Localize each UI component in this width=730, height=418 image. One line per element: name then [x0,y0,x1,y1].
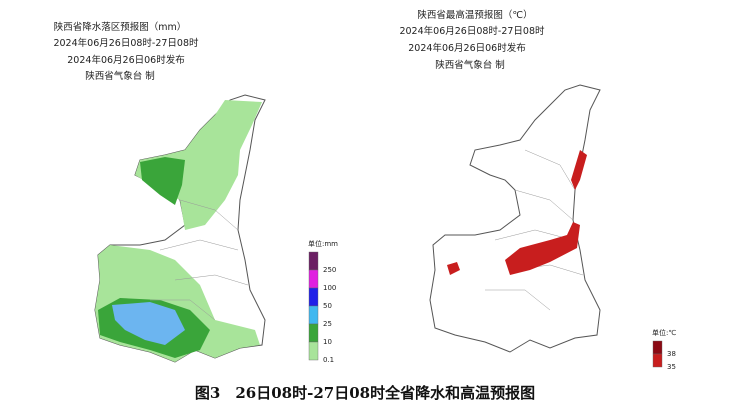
left-map [94,94,266,363]
right-legend: 单位:℃ 38 35 [652,328,676,371]
legend-swatch [308,269,319,289]
rain-area [135,100,262,230]
left-title: 陕西省降水落区预报图（mm） [54,21,187,33]
legend-swatch [652,340,663,355]
heat-area [571,150,587,190]
right-map [429,84,601,353]
right-period: 2024年06月26日08时-27日08时 [399,25,545,37]
legend-swatch [308,323,319,343]
province-outline [429,84,601,353]
legend-label: 35 [667,363,676,371]
right-title: 陕西省最高温预报图（℃） [417,9,532,21]
legend-label: 250 [323,266,336,274]
legend-label: 10 [323,338,332,346]
legend-label: 0.1 [323,356,334,364]
left-producer: 陕西省气象台 制 [85,70,155,82]
heat-area [447,262,460,275]
right-producer: 陕西省气象台 制 [435,59,505,71]
left-period: 2024年06月26日08时-27日08时 [53,37,199,49]
rain-area [140,157,185,205]
district-lines [150,199,249,321]
legend-swatch [308,305,319,325]
legend-label: 50 [323,302,332,310]
legend-unit: 单位:mm [308,239,338,248]
district-lines [485,149,584,311]
caption: 图3 26日08时-27日08时全省降水和高温预报图 [195,384,535,402]
right-issued: 2024年06月26日06时发布 [408,42,525,54]
legend-swatch [308,287,319,307]
legend-swatch [308,251,319,271]
legend-label: 38 [667,350,676,358]
heat-area [505,222,580,275]
legend-label: 100 [323,284,336,292]
legend-swatch [308,341,319,361]
legend-label: 25 [323,320,332,328]
legend-swatch [652,353,663,368]
rain-area [112,302,185,345]
legend-unit: 单位:℃ [652,328,676,337]
left-issued: 2024年06月26日06时发布 [67,54,184,66]
left-legend: 单位:mm 250 100 50 25 10 0.1 [308,239,338,364]
